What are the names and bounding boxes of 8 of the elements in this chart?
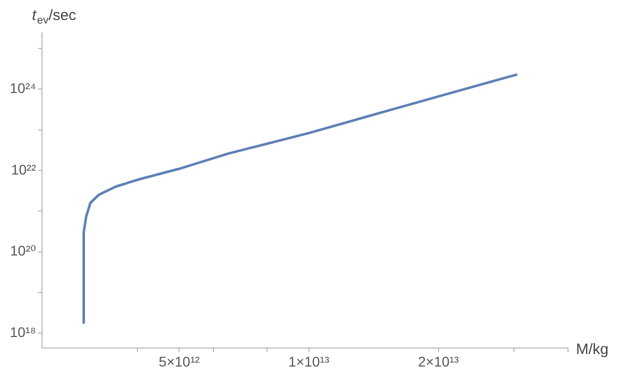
x-axis-title: M/kg <box>576 341 609 358</box>
x-tick-label: 1×10¹³ <box>288 353 330 370</box>
y-tick-label: 10²⁴ <box>10 80 36 96</box>
y-tick-label: 10¹⁸ <box>10 324 36 340</box>
y-tick-label: 10²² <box>11 161 36 178</box>
x-tick-label: 2×10¹³ <box>418 353 460 370</box>
y-tick-label: 10²⁰ <box>10 242 36 259</box>
x-tick-label: 5×10¹² <box>158 353 200 370</box>
